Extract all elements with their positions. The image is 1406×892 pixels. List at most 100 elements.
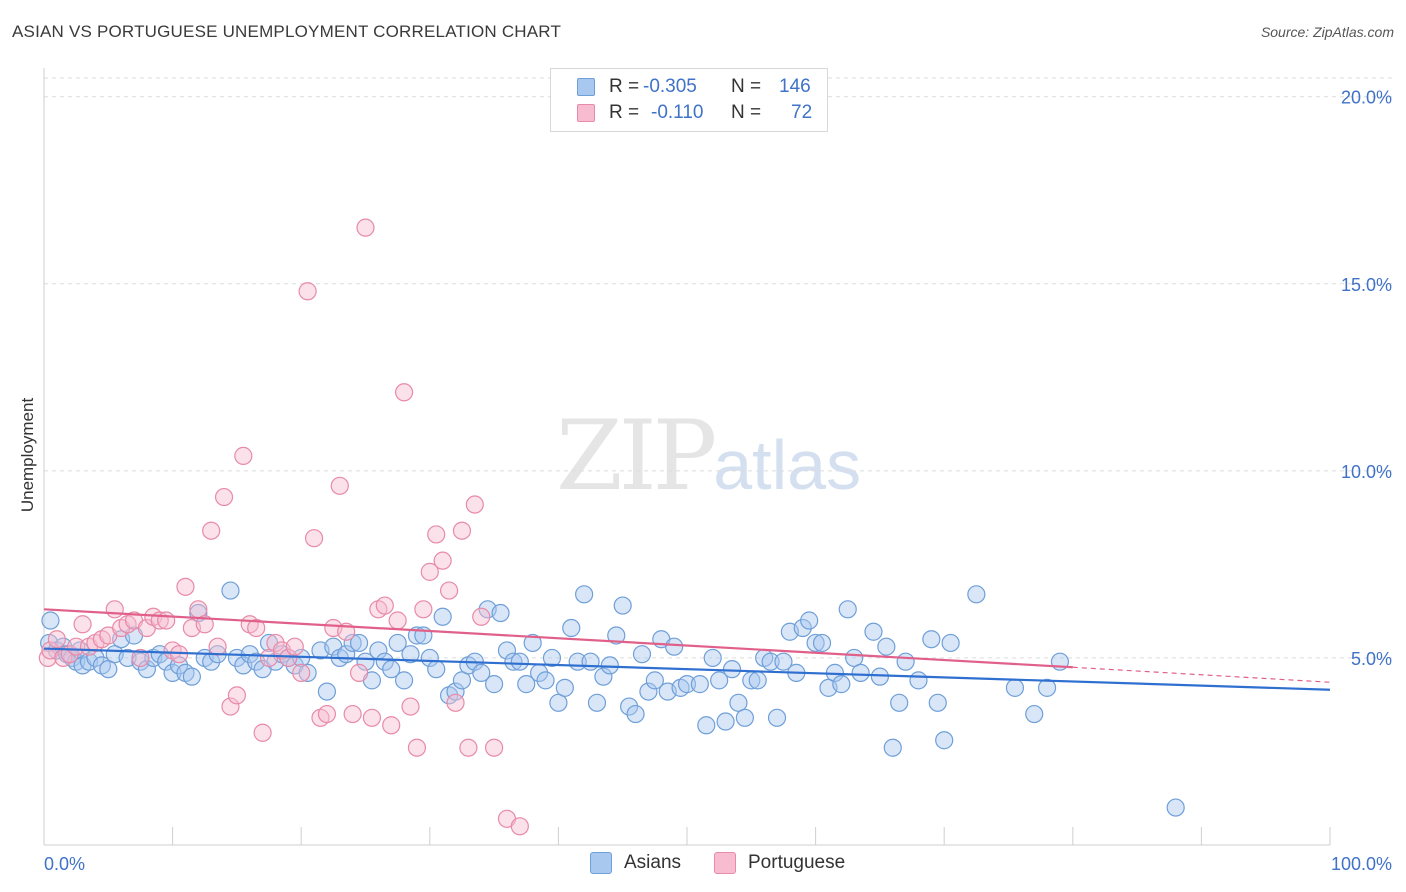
point-portuguese: [414, 600, 433, 619]
trend-extension-portuguese: [1072, 666, 1331, 683]
point-portuguese: [356, 218, 375, 237]
point-portuguese: [472, 607, 491, 626]
point-asians: [922, 630, 941, 649]
point-portuguese: [227, 686, 246, 705]
point-asians: [1025, 704, 1044, 724]
watermark-atlas: atlas: [713, 426, 862, 504]
point-portuguese: [459, 738, 478, 757]
point-portuguese: [131, 648, 150, 668]
point-asians: [703, 648, 722, 668]
point-asians: [735, 708, 754, 727]
point-portuguese: [407, 738, 427, 757]
point-asians: [967, 585, 986, 604]
point-asians: [774, 652, 793, 671]
point-asians: [677, 675, 697, 694]
watermark: ZIPatlas: [556, 400, 861, 512]
point-portuguese: [73, 615, 92, 634]
legend-item-portuguese[interactable]: Portuguese: [714, 852, 845, 874]
point-asians: [401, 645, 420, 664]
point-portuguese: [388, 611, 407, 630]
x-tick-label: 0.0%: [44, 854, 85, 874]
legend-item-asians[interactable]: Asians: [590, 852, 681, 874]
point-portuguese: [298, 282, 317, 301]
point-asians: [420, 648, 439, 668]
point-portuguese: [343, 704, 362, 724]
point-asians: [832, 675, 851, 694]
chart-source: Source: ZipAtlas.com: [1260, 24, 1394, 40]
point-asians: [41, 611, 60, 630]
point-asians: [452, 671, 472, 690]
watermark-zip: ZIP: [556, 400, 717, 512]
point-asians: [388, 633, 407, 653]
point-asians: [838, 600, 857, 619]
point-asians: [812, 633, 832, 653]
point-portuguese: [285, 637, 304, 656]
point-portuguese: [465, 495, 484, 514]
point-portuguese: [446, 693, 465, 712]
point-portuguese: [67, 637, 86, 656]
point-portuguese: [195, 615, 214, 634]
point-asians: [883, 738, 902, 757]
legend-n-value-asians: 146: [779, 76, 811, 97]
series-legend: Asians Portuguese: [0, 852, 1406, 878]
point-asians: [375, 652, 394, 671]
point-portuguese: [176, 577, 195, 596]
point-asians: [613, 596, 632, 615]
point-portuguese: [279, 648, 298, 668]
point-portuguese: [375, 596, 394, 615]
point-asians: [697, 716, 716, 735]
correlation-legend: R = -0.305 N = 146 R = -0.110 N = 72: [550, 68, 828, 132]
point-asians: [632, 645, 652, 664]
point-asians: [665, 637, 684, 656]
x-tick-label: 100.0%: [1331, 854, 1392, 874]
point-asians: [793, 618, 812, 638]
point-portuguese: [214, 487, 234, 507]
point-portuguese: [208, 637, 227, 656]
point-asians: [427, 660, 446, 679]
point-portuguese: [349, 663, 369, 682]
point-asians: [581, 652, 600, 671]
point-asians: [317, 682, 337, 701]
point-asians: [716, 712, 735, 731]
point-asians: [729, 693, 748, 712]
point-asians: [1005, 678, 1025, 697]
point-portuguese: [47, 630, 66, 649]
point-asians: [620, 697, 639, 716]
legend-row-portuguese: R = -0.110 N = 72: [551, 100, 831, 126]
point-portuguese: [420, 562, 439, 581]
point-asians: [349, 633, 369, 653]
point-asians: [536, 671, 555, 690]
point-portuguese: [427, 525, 446, 544]
point-asians: [800, 611, 819, 630]
legend-n-label: N =: [731, 76, 762, 97]
y-tick-label: 10.0%: [1341, 462, 1392, 482]
point-asians: [587, 693, 607, 712]
point-portuguese: [317, 704, 337, 724]
point-asians: [99, 660, 118, 679]
point-asians: [555, 678, 574, 697]
point-asians: [137, 660, 156, 679]
point-asians: [870, 667, 890, 686]
point-asians: [890, 693, 909, 712]
point-asians: [690, 675, 709, 694]
point-asians: [182, 667, 201, 686]
point-portuguese: [510, 817, 529, 836]
legend-r-label: R =: [609, 102, 640, 123]
point-asians: [394, 671, 414, 690]
point-asians: [851, 663, 870, 682]
point-portuguese: [221, 697, 240, 716]
legend-row-asians: R = -0.305 N = 146: [551, 74, 819, 100]
point-asians: [497, 641, 517, 660]
point-asians: [806, 633, 825, 653]
point-portuguese: [362, 708, 382, 727]
point-portuguese: [433, 551, 452, 570]
point-asians: [1166, 798, 1185, 817]
point-portuguese: [382, 716, 401, 735]
legend-swatch-portuguese: [714, 852, 736, 874]
point-asians: [510, 652, 529, 671]
point-asians: [491, 603, 510, 623]
y-tick-label: 20.0%: [1341, 88, 1392, 108]
y-axis-label: Unemployment: [18, 397, 37, 513]
trend-line-portuguese: [43, 608, 1073, 669]
point-asians: [517, 675, 536, 694]
